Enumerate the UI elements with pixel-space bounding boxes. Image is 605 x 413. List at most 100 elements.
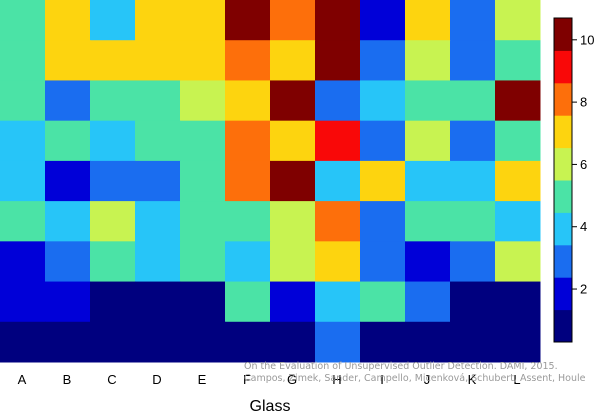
x-tick-label: L [513,372,520,387]
heatmap-cell [270,241,316,283]
heatmap-cell [405,281,451,323]
x-tick-label: A [18,372,27,387]
colorbar-tick-label: 4 [580,219,587,234]
heatmap-cell [45,281,91,323]
x-tick-label: B [63,372,72,387]
colorbar-tick-label: 2 [580,282,587,297]
heatmap-cell [135,120,181,162]
heatmap-cell [315,80,361,122]
heatmap-cell [0,0,46,41]
heatmap-cell [0,241,46,283]
credit-line-1: On the Evaluation of Unsupervised Outlie… [244,361,558,372]
heatmap-cell [315,40,361,81]
heatmap-cell [405,160,451,202]
heatmap-cell [0,120,46,162]
x-tick-label: H [332,372,341,387]
x-tick-label: K [468,372,477,387]
heatmap-cell [270,120,316,162]
heatmap-cell [405,0,451,41]
heatmap-cell [315,281,361,323]
x-tick-label: D [152,372,161,387]
colorbar-ticks: 2 4 6 8 10 [572,32,594,297]
heatmap-cell [360,120,406,162]
heatmap-cell [135,160,181,202]
heatmap-cell [90,80,136,122]
heatmap-cell [360,321,406,363]
heatmap-cell [90,0,136,41]
heatmap-cell [180,0,226,41]
heatmap-cell [405,241,451,283]
colorbar-segment [554,115,572,149]
heatmap-cell [450,201,496,242]
heatmap-cell [450,281,496,323]
heatmap-cell [495,201,541,242]
heatmap-cell [360,201,406,242]
heatmap-cell [45,120,91,162]
heatmap-cell [0,281,46,323]
colorbar-frame [553,17,573,343]
heatmap-cell [135,241,181,283]
x-tick-label: I [380,372,384,387]
heatmap-cell [495,80,541,122]
heatmap-cell [225,201,271,242]
heatmap-cell [90,160,136,202]
heatmap-cell [45,40,91,81]
heatmap-cell [225,281,271,323]
heatmap-cell [270,0,316,41]
heatmap-cell [270,321,316,363]
heatmap-cell [180,321,226,363]
heatmap-cell [225,80,271,122]
x-tick-label: E [198,372,207,387]
colorbar-segment [554,180,572,213]
heatmap-cell [90,201,136,242]
heatmap-cell [360,241,406,283]
heatmap-cell [180,281,226,323]
heatmap-cell [45,201,91,242]
heatmap-cell [450,321,496,363]
heatmap-cell [90,281,136,323]
heatmap-cell [180,40,226,81]
heatmap-cell [315,321,361,363]
heatmap-cell [45,321,91,363]
heatmap-cell [270,80,316,122]
colorbar-segment [554,244,572,278]
heatmap-cell [315,201,361,242]
colorbar-segment [554,147,572,181]
heatmap-cell [450,40,496,81]
heatmap-cell [225,321,271,363]
heatmap-cell [135,201,181,242]
heatmap-cell [180,120,226,162]
heatmap-cell [315,241,361,283]
heatmap-cell [0,40,46,81]
heatmap-cell [315,160,361,202]
heatmap-cell [405,201,451,242]
heatmap-cell [360,40,406,81]
heatmap-cell [225,40,271,81]
heatmap-cell [270,281,316,323]
heatmap-cell [90,321,136,363]
heatmap-cell [495,40,541,81]
heatmap-cell [450,120,496,162]
heatmap-cell [405,321,451,363]
colorbar-tick-label: 8 [580,95,587,110]
heatmap-cell [495,120,541,162]
heatmap-cell [495,160,541,202]
x-tick-label: J [424,372,431,387]
credit-line-2: Campos, Zimek, Sander, Campello, Micenko… [244,373,586,384]
heatmap-cell [0,80,46,122]
colorbar-tick-label: 10 [580,32,594,47]
heatmap-cell [135,281,181,323]
heatmap-cell [180,241,226,283]
x-tick-label: C [107,372,116,387]
heatmap-cell [135,40,181,81]
colorbar-segment [554,18,572,51]
heatmap-cell [225,120,271,162]
x-axis-label: Glass [250,398,291,413]
heatmap-cell [225,160,271,202]
heatmap-cell [360,0,406,41]
heatmap-cell [45,160,91,202]
heatmap-cell [360,80,406,122]
heatmap-cell [405,40,451,81]
heatmap-cell [180,201,226,242]
